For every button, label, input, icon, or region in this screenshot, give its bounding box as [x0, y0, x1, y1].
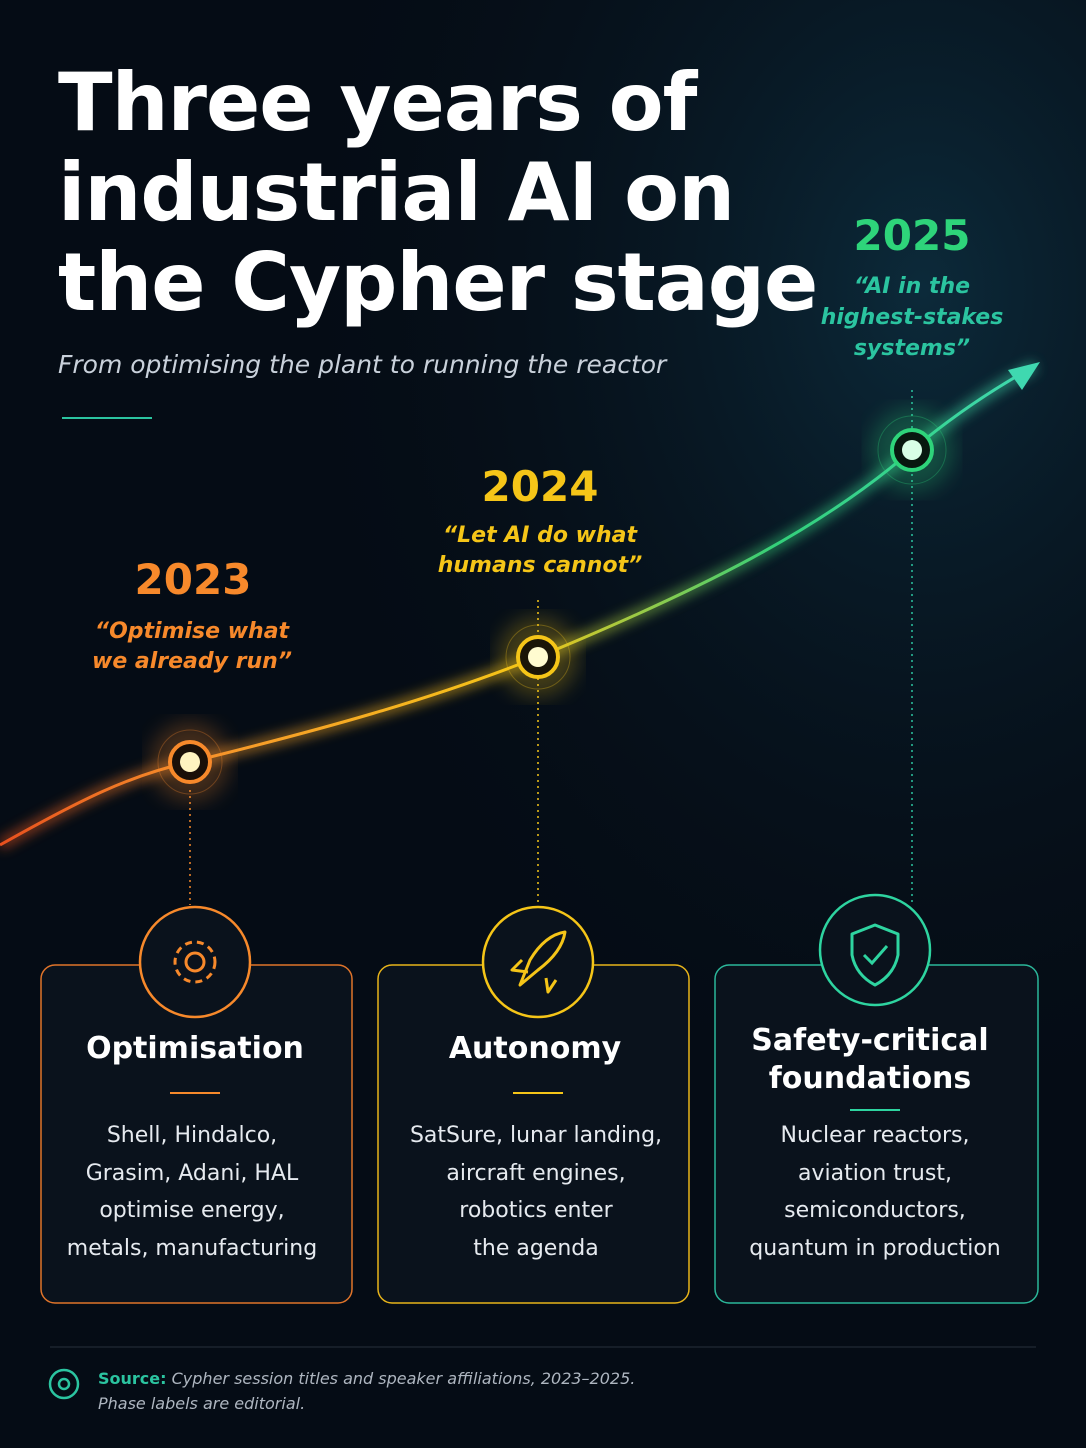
- title-line: the Cypher stage: [58, 236, 818, 329]
- quote-line: highest-stakes: [820, 305, 1004, 330]
- source-line: Source: Cypher session titles and speake…: [98, 1369, 635, 1388]
- card-text: semiconductors,: [784, 1198, 966, 1223]
- quote-line: “AI in the: [853, 274, 971, 299]
- quote-line: “Optimise what: [94, 619, 290, 644]
- quote-line: “Let AI do what: [442, 523, 638, 548]
- title-line: Three years of: [58, 56, 697, 149]
- card-title: Optimisation: [86, 1031, 304, 1066]
- source-label: Source:: [98, 1369, 167, 1388]
- card-text: Shell, Hindalco,: [106, 1123, 278, 1148]
- card-text: optimise energy,: [99, 1198, 285, 1223]
- title-line: industrial AI on: [58, 146, 735, 239]
- card-text: the agenda: [473, 1236, 599, 1261]
- card-text: Grasim, Adani, HAL: [85, 1161, 299, 1186]
- card-text: aircraft engines,: [446, 1161, 626, 1186]
- card-title: Autonomy: [448, 1031, 622, 1066]
- year: 2024: [481, 462, 599, 511]
- year: 2023: [134, 555, 252, 604]
- note: Phase labels are editorial.: [98, 1394, 306, 1413]
- quote-line: humans cannot”: [437, 553, 643, 578]
- card-text: Nuclear reactors,: [780, 1123, 970, 1148]
- year: 2025: [853, 211, 971, 260]
- quote-line: systems”: [853, 336, 971, 361]
- card-text: robotics enter: [459, 1198, 613, 1223]
- card-text: SatSure, lunar landing,: [409, 1123, 663, 1148]
- card-text: quantum in production: [749, 1236, 1001, 1261]
- quote-line: we already run”: [92, 649, 292, 674]
- source-text: Cypher session titles and speaker affili…: [171, 1369, 636, 1388]
- card-title: Safety-critical: [751, 1023, 989, 1058]
- card-text: metals, manufacturing: [66, 1236, 318, 1261]
- card-title: foundations: [768, 1061, 972, 1096]
- card-text: aviation trust,: [798, 1161, 952, 1186]
- subtitle: From optimising the plant to running the…: [58, 350, 667, 379]
